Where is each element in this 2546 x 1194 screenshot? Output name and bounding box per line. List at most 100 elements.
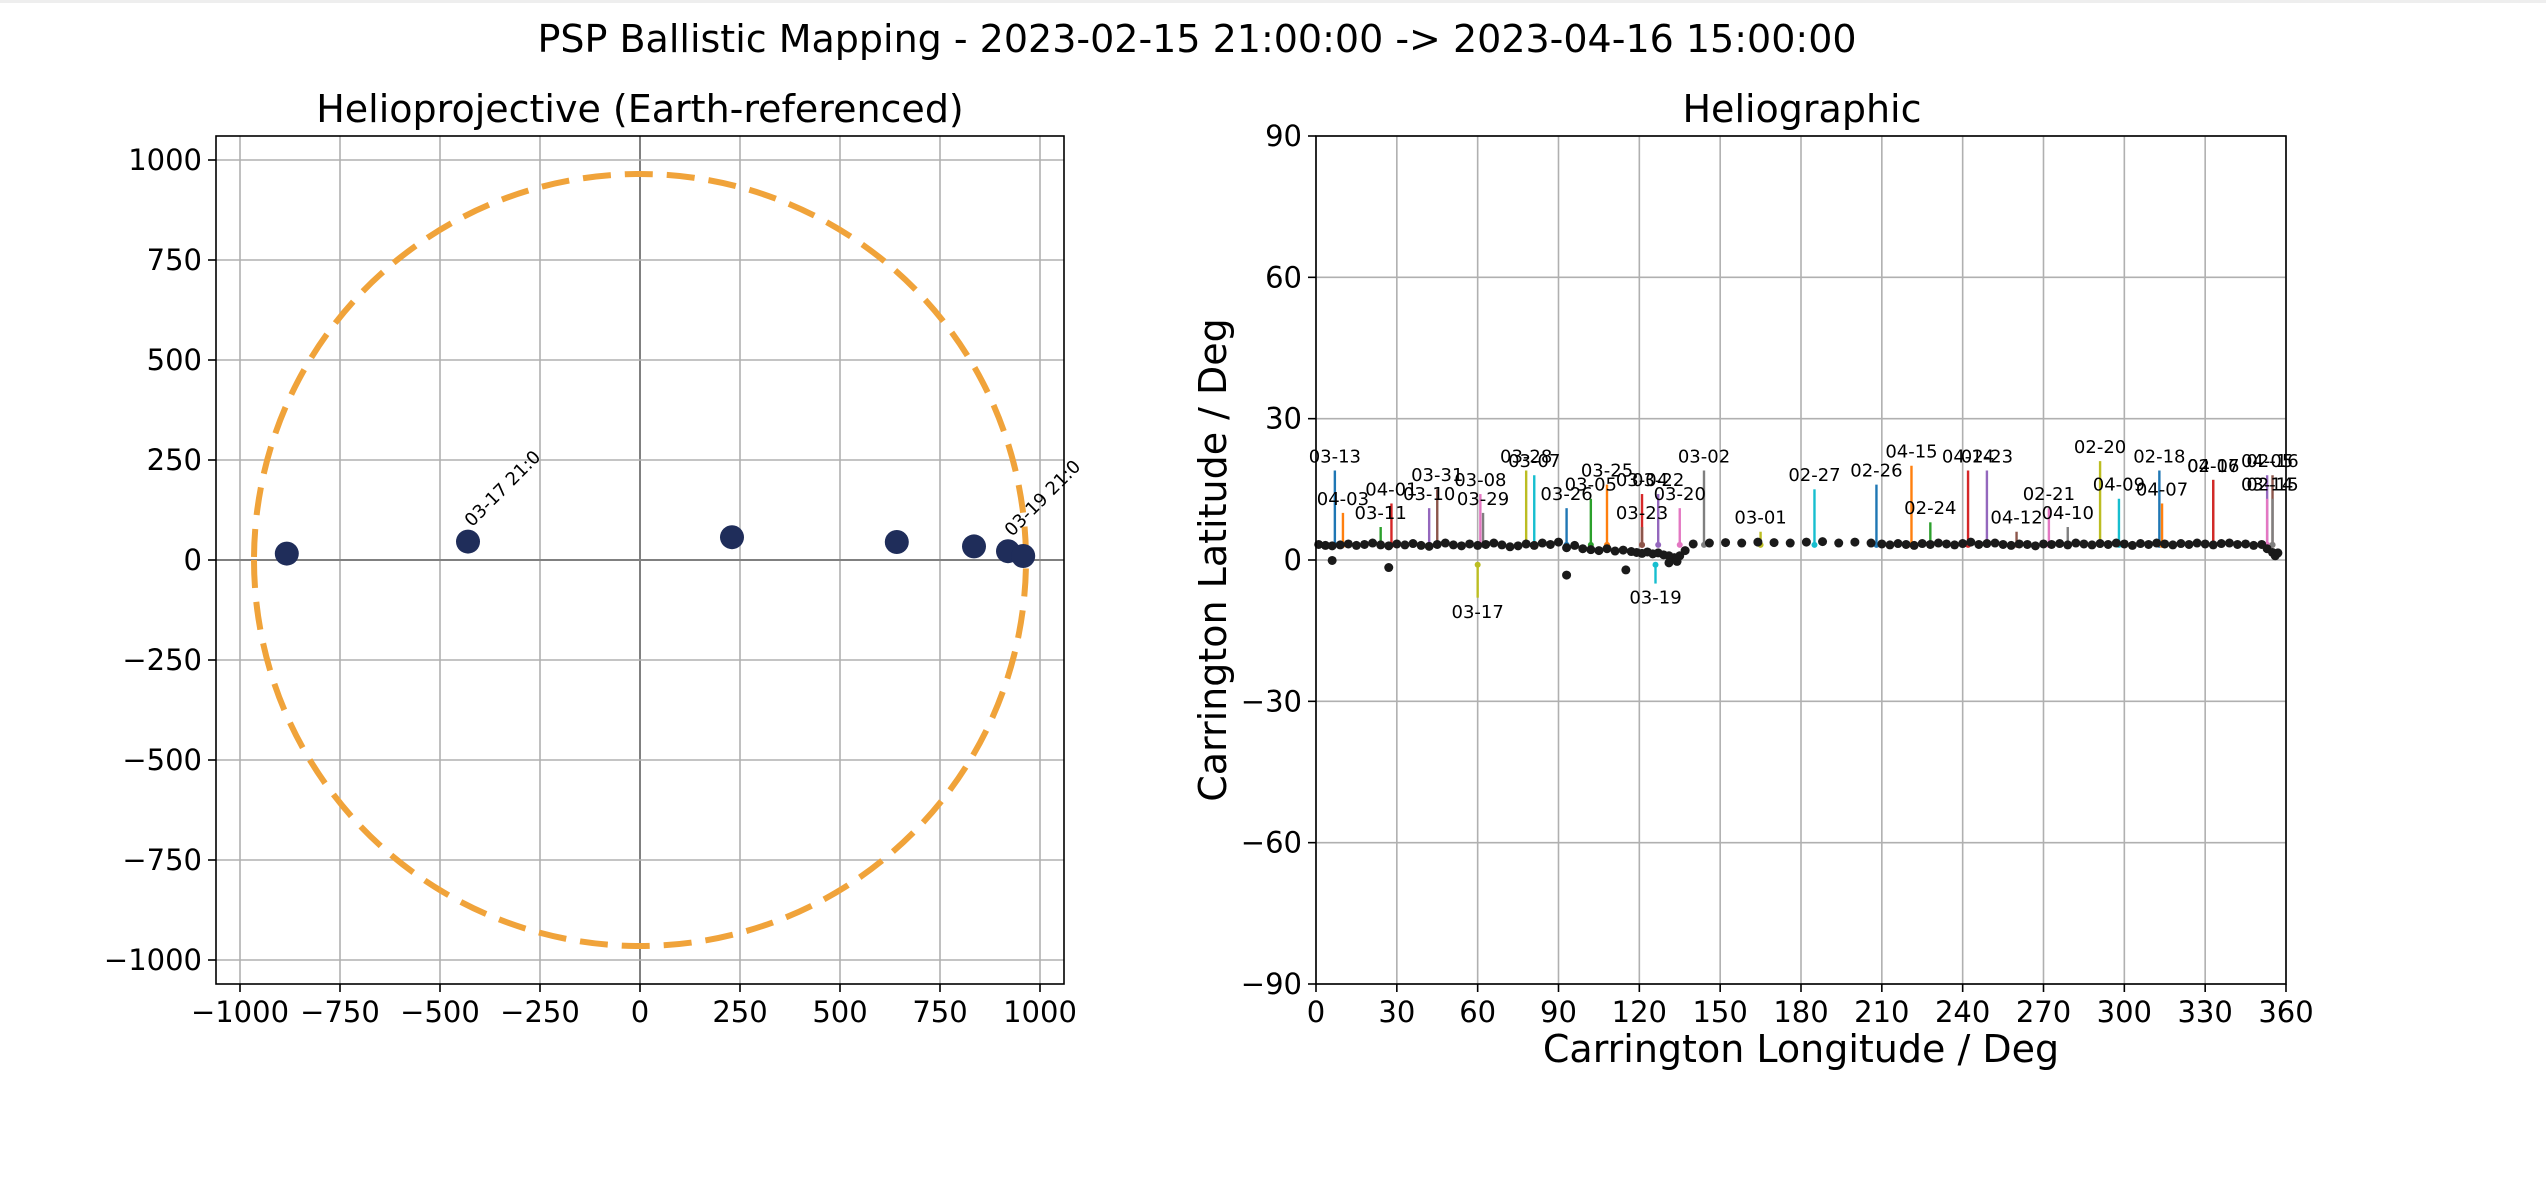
hg-xtick-label: 330 <box>2177 995 2232 1029</box>
hg-footpoint <box>1521 539 1531 549</box>
hg-footpoint <box>1432 539 1442 549</box>
hg-date-label: 02-26 <box>1850 460 1902 481</box>
hg-footpoint <box>2030 541 2040 551</box>
hg-footpoint <box>2233 539 2242 549</box>
hg-footpoint <box>2039 539 2048 549</box>
hg-footpoint <box>1537 538 1547 548</box>
hg-footpoint <box>1785 538 1795 548</box>
hg-date-label: 03-20 <box>1654 484 1706 505</box>
hg-xtick-label: 180 <box>1773 995 1828 1029</box>
hg-footpoint <box>1990 538 2000 548</box>
hg-footpoint <box>2136 539 2145 549</box>
hg-ytick-label: 0 <box>1284 543 1302 577</box>
hg-ytick-label: −90 <box>1241 967 1302 1001</box>
hg-xtick-label: 0 <box>1307 995 1325 1029</box>
hg-footpoint <box>1465 539 1475 549</box>
hg-footpoint <box>1424 541 1434 551</box>
hg-footpoint <box>2184 539 2194 549</box>
hg-footpoint <box>1457 541 1466 551</box>
hg-footpoint <box>1513 541 1523 551</box>
hg-date-label: 04-05 <box>2241 451 2293 472</box>
hg-footpoint <box>1610 546 1620 556</box>
hg-date-label: 04-14 <box>1942 446 1994 467</box>
hp-ytick-label: −500 <box>122 743 202 777</box>
hg-footpoint <box>1497 540 1507 550</box>
hp-data-point <box>456 529 480 554</box>
hg-footpoint <box>2168 540 2178 550</box>
hg-footpoint <box>2006 540 2016 550</box>
hg-date-label: 03-13 <box>1309 446 1361 467</box>
hg-date-label: 03-29 <box>1457 489 1509 510</box>
hg-footpoint <box>2022 539 2032 549</box>
hg-xtick-label: 90 <box>1540 995 1577 1029</box>
hg-footpoint <box>2047 539 2057 549</box>
hg-date-label: 03-07 <box>1508 451 1560 472</box>
helioprojective-grid <box>216 136 1064 984</box>
hp-xtick-label: 1000 <box>1003 995 1077 1029</box>
hg-footpoint <box>2273 548 2283 558</box>
hg-ytick-label: 90 <box>1265 119 1302 153</box>
helioprojective-panel: Helioprojective (Earth-referenced) −1000… <box>104 87 1085 1029</box>
hg-date-label: 04-07 <box>2136 479 2188 500</box>
hp-xtick-label: −250 <box>500 995 580 1029</box>
hg-date-label: 03-17 <box>1452 602 1504 623</box>
hg-date-label: 04-10 <box>2042 503 2094 524</box>
hg-footpoint <box>2103 539 2113 549</box>
hg-footpoint <box>1562 570 1572 580</box>
hg-date-label: 04-01 <box>1365 479 1417 500</box>
hg-footpoint <box>1672 556 1682 566</box>
hg-date-label: 02-24 <box>1904 498 1956 519</box>
helioprojective-points <box>274 525 1036 568</box>
hp-data-point <box>720 525 744 550</box>
hg-footpoint <box>2087 540 2097 550</box>
hg-date-label: 03-28 <box>1500 446 1552 467</box>
hg-footpoint <box>2071 538 2081 548</box>
hg-ytick-label: 30 <box>1265 402 1302 436</box>
hg-footpoint <box>1877 539 1887 549</box>
hp-data-point <box>884 530 909 554</box>
hg-date-label: 02-21 <box>2023 484 2075 505</box>
hg-footpoint <box>2127 540 2137 550</box>
hg-footpoint <box>1489 538 1499 548</box>
hg-footpoint <box>1529 540 1539 550</box>
hg-date-label: 04-12 <box>1990 508 2042 529</box>
solar-limb-circle <box>250 171 1030 949</box>
hg-xtick-label: 360 <box>2258 995 2313 1029</box>
hg-footpoint <box>1351 540 1361 550</box>
hg-footpoint <box>1320 540 1330 550</box>
hp-data-point <box>274 541 299 566</box>
hg-footpoint <box>1408 539 1418 549</box>
hg-footpoint <box>1909 540 1919 550</box>
hg-footpoint <box>1950 540 1960 550</box>
hg-label-anchor <box>1639 541 1646 548</box>
hg-footpoint <box>1562 543 1572 553</box>
hg-xtick-label: 270 <box>2016 995 2071 1029</box>
hg-footpoint <box>1343 539 1353 549</box>
hg-date-label: 04-06 <box>2187 456 2239 477</box>
hg-footpoint <box>2224 538 2234 548</box>
hg-footpoint <box>1392 539 1402 549</box>
heliographic-panel: Heliographic 0 30 60 90 120 150 180 210 240 270 30… <box>1191 87 2314 1071</box>
hg-footpoint <box>1481 539 1491 549</box>
hg-footpoint <box>1594 546 1604 556</box>
hg-footpoint <box>1966 537 1976 547</box>
hg-date-label: 03-02 <box>1678 446 1730 467</box>
hg-footpoint <box>1384 541 1394 551</box>
heliographic-footpoints <box>1314 537 2283 580</box>
hg-xtick-label: 60 <box>1459 995 1496 1029</box>
hg-footpoint <box>1360 539 1369 549</box>
suptitle: PSP Ballistic Mapping - 2023-02-15 21:00… <box>537 17 1856 61</box>
hg-footpoint <box>1850 537 1860 547</box>
hg-footpoint <box>1376 540 1386 550</box>
hg-date-label: 02-27 <box>1788 465 1840 486</box>
helioprojective-title: Helioprojective (Earth-referenced) <box>316 87 964 131</box>
hg-footpoint <box>1818 537 1828 547</box>
hp-ytick-label: −750 <box>122 843 202 877</box>
hg-date-label: 03-19 <box>1629 588 1681 609</box>
hg-date-label: 02-17 <box>2187 456 2239 477</box>
hg-footpoint <box>2119 539 2129 549</box>
hg-date-label: 03-31 <box>1411 465 1463 486</box>
hg-footpoint <box>1602 544 1612 554</box>
hg-footpoint <box>1416 540 1426 550</box>
hg-date-label: 03-05 <box>1565 475 1617 496</box>
